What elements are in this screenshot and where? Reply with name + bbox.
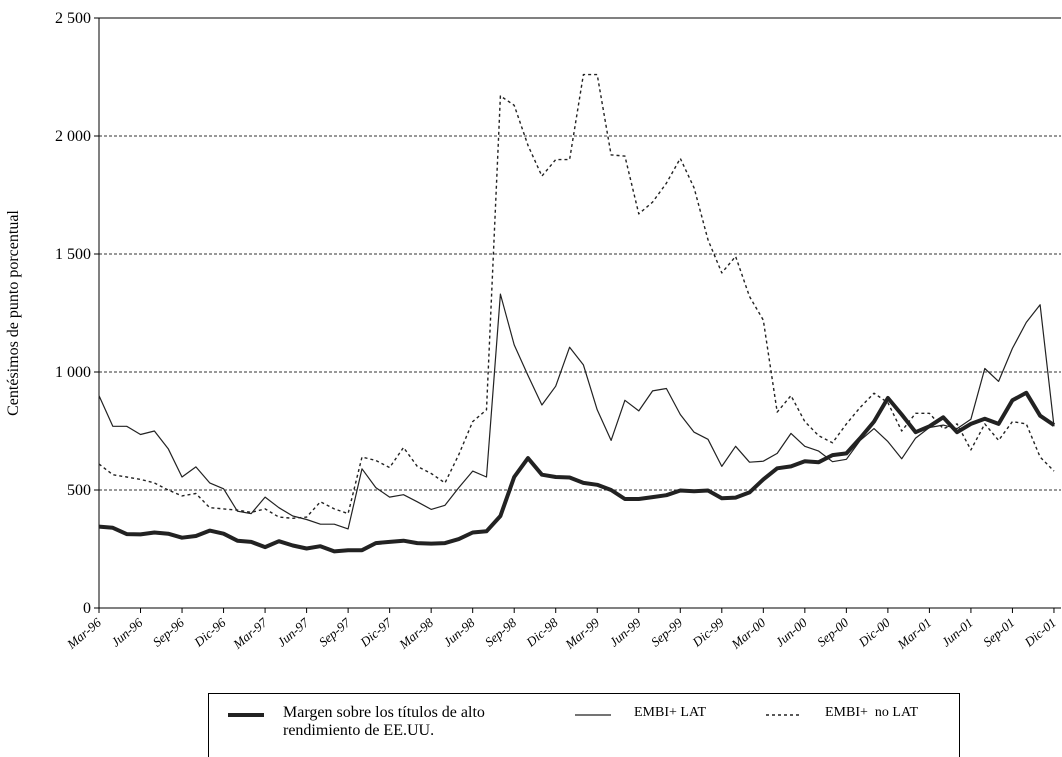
x-tick-label: Mar-00: [728, 614, 769, 652]
x-tick-label: Dic-97: [356, 614, 394, 650]
y-tick-label: 0: [83, 600, 91, 617]
x-tick-label: Sep-98: [482, 614, 520, 649]
x-tick-label: Mar-97: [229, 614, 270, 652]
legend-label: EMBI+ LAT: [634, 705, 707, 720]
legend-swatch: [575, 714, 611, 716]
series-line: [98, 293, 1055, 530]
x-tick-label: Jun-99: [606, 614, 644, 649]
legend-swatch: [766, 714, 802, 716]
x-tick-label: Sep-99: [648, 614, 686, 649]
x-tick-label: Sep-01: [980, 615, 1017, 650]
legend-swatch: [228, 713, 264, 717]
x-tick-label: Sep-97: [316, 614, 354, 649]
chart: Centésimos de punto porcentual 0 500 1 000…: [5, 10, 1061, 653]
y-tick-label: 1 000: [55, 364, 91, 381]
y-tick-label: 2 000: [55, 128, 91, 145]
x-tick-label: Dic-00: [855, 614, 893, 650]
x-tick-label: Mar-96: [63, 614, 104, 652]
x-tick-label: Jun-96: [108, 614, 146, 649]
y-tick-label: 500: [67, 482, 91, 499]
x-tick-label: Dic-99: [689, 614, 727, 650]
x-tick-label: Mar-01: [894, 615, 935, 653]
y-axis-label: Centésimos de punto porcentual: [5, 210, 22, 416]
x-tick-label: Sep-96: [150, 614, 188, 649]
x-tick-label: Mar-98: [395, 614, 436, 652]
x-tick-label: Dic-01: [1021, 615, 1059, 650]
x-tick-label: Dic-98: [523, 614, 561, 650]
x-tick-label: Dic-96: [190, 614, 228, 650]
x-tick-label: Mar-99: [562, 614, 603, 652]
legend: Margen sobre los títulos de alto rendimi…: [208, 693, 960, 757]
legend-label: Margen sobre los títulos de alto rendimi…: [283, 704, 485, 739]
y-tick-label: 1 500: [55, 246, 91, 263]
x-tick-label: Sep-00: [814, 614, 852, 649]
y-tick-label: 2 500: [55, 10, 91, 27]
legend-item: EMBI+ LAT: [574, 704, 754, 722]
legend-label: EMBI+ no LAT: [825, 705, 919, 720]
x-tick-label: Jun-01: [939, 615, 976, 650]
legend-item: Margen sobre los títulos de alto rendimi…: [227, 704, 553, 740]
x-tick-label: Jun-00: [772, 614, 810, 649]
legend-item: EMBI+ no LAT: [765, 704, 975, 722]
series-line: [98, 390, 1056, 554]
x-tick-label: Jun-97: [274, 614, 312, 649]
series-line: [98, 73, 1055, 519]
x-tick-label: Jun-98: [440, 614, 478, 649]
